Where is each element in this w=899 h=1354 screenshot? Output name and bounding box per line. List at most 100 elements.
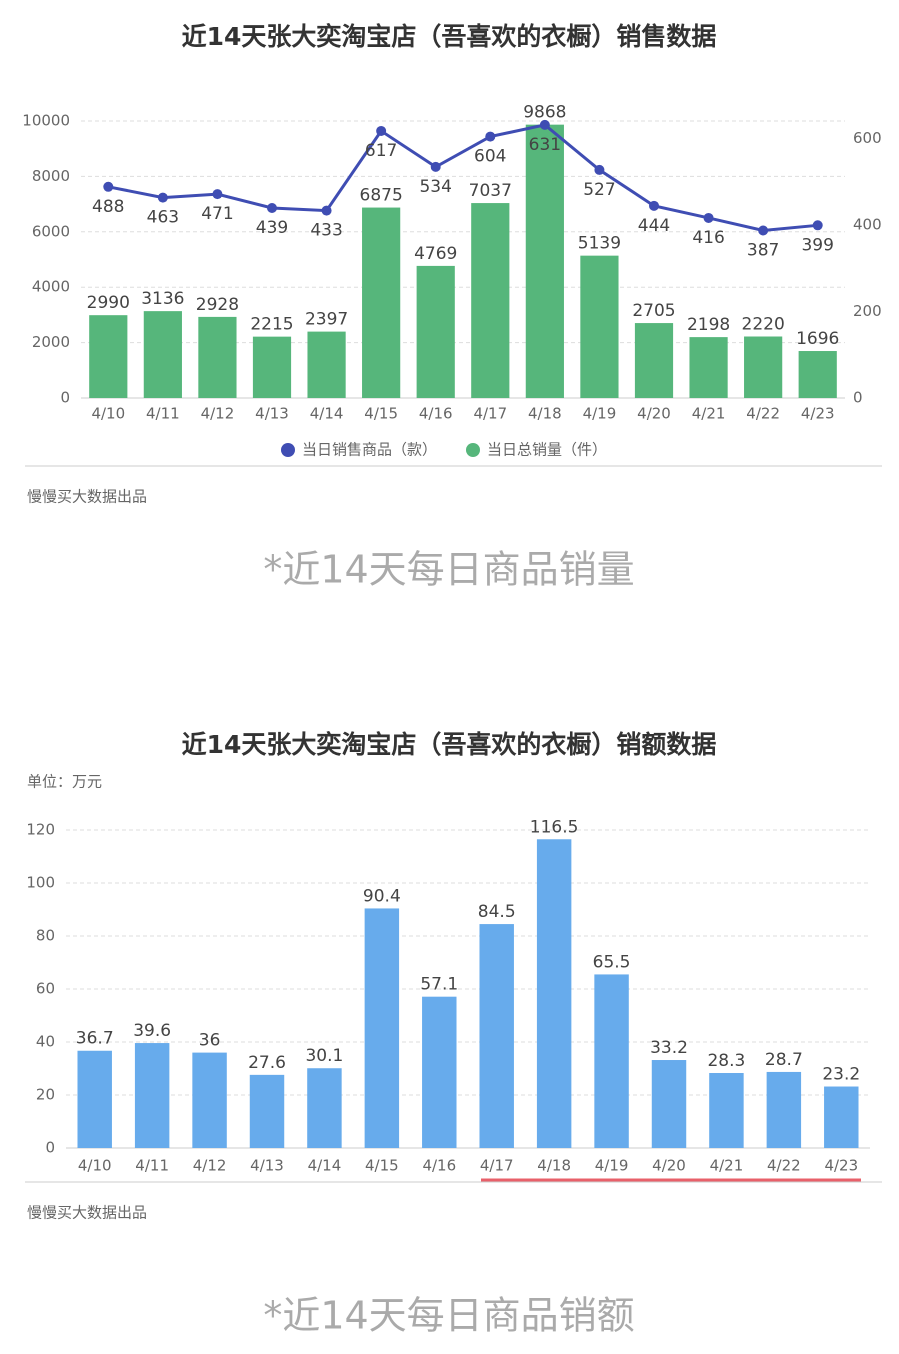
bar (471, 203, 510, 398)
x-tick-label: 4/18 (528, 405, 562, 423)
bar (249, 1074, 285, 1148)
x-tick-label: 4/16 (422, 1157, 456, 1175)
data-label: 1696 (796, 329, 839, 349)
y-tick-label: 8000 (32, 167, 70, 185)
data-label: 2990 (87, 293, 130, 313)
bar (143, 311, 182, 398)
x-tick-label: 4/19 (595, 1157, 629, 1175)
x-tick-label: 4/19 (583, 405, 617, 423)
data-label: 28.7 (765, 1050, 803, 1070)
line-point (539, 119, 550, 130)
data-label: 2928 (196, 295, 239, 315)
chart-title: 近14天张大奕淘宝店（吾喜欢的衣橱）销额数据 (182, 730, 717, 759)
bar (307, 331, 346, 398)
bar (307, 1068, 342, 1148)
y-tick-label: 4000 (32, 278, 70, 296)
data-label: 36 (199, 1031, 221, 1051)
data-label: 617 (365, 141, 397, 161)
line-point (103, 181, 114, 192)
data-label: 2215 (250, 315, 293, 335)
y-tick-label: 10000 (22, 112, 70, 130)
data-label: 30.1 (305, 1046, 343, 1066)
line-point (649, 200, 659, 211)
data-label: 57.1 (420, 975, 458, 995)
data-label: 33.2 (650, 1038, 688, 1058)
x-tick-label: 4/12 (201, 405, 235, 423)
data-label: 65.5 (593, 952, 631, 972)
x-tick-label: 4/13 (255, 405, 289, 423)
line-point (376, 125, 387, 136)
data-label: 84.5 (478, 902, 516, 922)
x-tick-label: 4/22 (767, 1157, 801, 1175)
bar (479, 924, 514, 1148)
bar (536, 839, 572, 1148)
y-tick-label: 120 (26, 821, 55, 839)
bar (744, 336, 783, 398)
bar (77, 1050, 112, 1148)
bar (362, 207, 401, 398)
data-label: 39.6 (133, 1021, 171, 1041)
line-point (758, 225, 769, 236)
x-tick-label: 4/21 (710, 1157, 744, 1175)
caption: *近14天每日商品销量 (263, 548, 634, 592)
y-tick-label: 60 (36, 980, 55, 998)
bar (634, 323, 674, 398)
data-label: 36.7 (76, 1029, 114, 1049)
bar (766, 1071, 802, 1148)
data-label: 9868 (523, 103, 566, 123)
y-tick-label: 2000 (32, 333, 70, 351)
bar (689, 337, 728, 398)
source: 慢慢买大数据出品 (27, 488, 147, 506)
y2-tick-label: 0 (853, 389, 863, 407)
x-tick-label: 4/17 (473, 405, 507, 423)
x-tick-label: 4/11 (135, 1157, 169, 1175)
line-point (212, 189, 223, 200)
x-tick-label: 4/21 (692, 405, 726, 423)
x-tick-label: 4/20 (637, 405, 671, 423)
data-label: 604 (474, 147, 506, 167)
bar (89, 315, 128, 398)
data-label: 3136 (141, 289, 184, 309)
x-tick-label: 4/13 (250, 1157, 284, 1175)
bar (651, 1060, 687, 1148)
bar (422, 996, 457, 1148)
y2-tick-label: 600 (853, 129, 882, 147)
bar (824, 1086, 859, 1148)
x-tick-label: 4/14 (308, 1157, 342, 1175)
data-label: 527 (583, 180, 615, 200)
data-label: 439 (256, 218, 288, 238)
bar (525, 124, 564, 398)
x-tick-label: 4/22 (746, 405, 780, 423)
bar (192, 1052, 227, 1148)
x-tick-label: 4/12 (193, 1157, 227, 1175)
bar (580, 255, 619, 398)
data-label: 6875 (360, 186, 403, 206)
data-label: 387 (747, 241, 779, 261)
bar (416, 265, 455, 398)
y-tick-label: 80 (36, 927, 55, 945)
chart-title: 近14天张大奕淘宝店（吾喜欢的衣橱）销售数据 (182, 22, 717, 51)
data-label: 2705 (632, 301, 675, 321)
data-label: 7037 (469, 181, 512, 201)
x-tick-label: 4/18 (537, 1157, 571, 1175)
line-point (157, 192, 168, 203)
bar (364, 908, 400, 1148)
line-point (430, 161, 441, 172)
x-tick-label: 4/20 (652, 1157, 686, 1175)
legend-marker (281, 443, 295, 457)
data-label: 2198 (687, 315, 730, 335)
data-label: 471 (201, 204, 233, 224)
y2-tick-label: 200 (853, 302, 882, 320)
data-label: 23.2 (822, 1065, 860, 1085)
data-label: 631 (529, 135, 561, 155)
x-tick-label: 4/11 (146, 405, 180, 423)
data-label: 2220 (742, 315, 785, 335)
y-tick-label: 6000 (32, 222, 70, 240)
line-point (703, 212, 714, 223)
data-label: 4769 (414, 244, 457, 264)
legend-marker (466, 443, 480, 457)
data-label: 2397 (305, 310, 348, 330)
data-label: 534 (419, 177, 451, 197)
data-label: 488 (92, 197, 124, 217)
